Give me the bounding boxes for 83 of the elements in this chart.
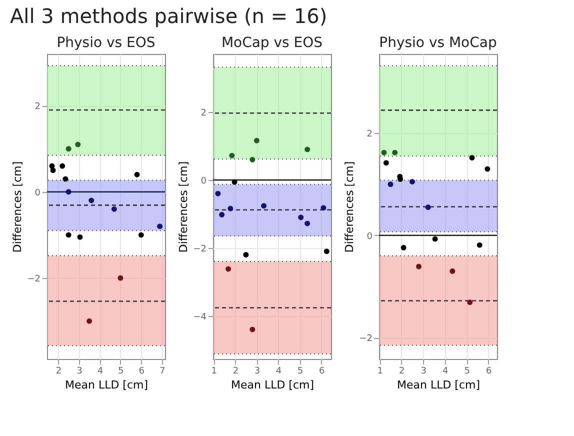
x-tick-label: 3 [420, 366, 426, 376]
y-tick-label: 0 [366, 232, 373, 242]
x-tick-label: 4 [97, 366, 104, 376]
x-tick-label: 6 [318, 366, 325, 376]
point [219, 212, 225, 218]
point [381, 150, 387, 156]
point [450, 268, 456, 274]
x-tick-label: 7 [160, 366, 166, 376]
point [298, 214, 304, 220]
x-axis-title: Mean LLD [cm] [396, 378, 480, 392]
x-tick-label: 6 [486, 366, 492, 376]
point [432, 236, 438, 242]
y-axis-title: Differences [cm] [177, 161, 190, 253]
y-tick-label: −2 [359, 334, 372, 344]
x-tick-label: 2 [232, 366, 239, 376]
point [250, 326, 256, 332]
x-tick-label: 4 [276, 366, 282, 376]
point [138, 232, 144, 238]
point [134, 172, 140, 178]
point [467, 300, 473, 306]
x-tick-label: 2 [399, 366, 405, 376]
point [66, 189, 72, 195]
point [86, 318, 92, 324]
point [229, 152, 235, 158]
point [232, 179, 238, 185]
point [425, 204, 431, 210]
x-tick-label: 3 [76, 366, 82, 376]
point [304, 220, 310, 226]
point [228, 206, 234, 212]
x-axis-title: Mean LLD [cm] [64, 378, 148, 392]
text: All 3 methods pairwise (n = 16) [10, 4, 328, 28]
point [157, 224, 163, 230]
point [400, 244, 406, 250]
y-tick-label: 2 [200, 108, 206, 119]
x-tick-label: 1 [211, 366, 218, 376]
point [62, 176, 68, 182]
point [50, 168, 56, 174]
point [388, 182, 394, 188]
point [383, 160, 389, 166]
point [111, 206, 117, 212]
point [75, 142, 81, 148]
point [416, 264, 422, 270]
y-tick-label: 0 [34, 188, 41, 198]
y-tick-label: −2 [193, 244, 206, 254]
x-axis-title: Mean LLD [cm] [230, 378, 314, 392]
point [118, 275, 124, 281]
x-tick-label: 5 [118, 366, 124, 376]
point [410, 178, 415, 184]
chart-title: MoCap vs EOS [221, 35, 323, 51]
point [304, 146, 310, 152]
point [60, 163, 66, 169]
point [484, 166, 490, 172]
x-tick-label: 6 [138, 366, 145, 376]
point [320, 205, 326, 211]
point [88, 198, 94, 204]
x-tick-label: 4 [442, 366, 448, 376]
point [469, 154, 475, 160]
x-tick-label: 1 [377, 366, 384, 376]
point [215, 190, 221, 196]
chart-title: Physio vs EOS [56, 35, 156, 51]
x-tick-label: 5 [297, 366, 304, 376]
point [324, 248, 330, 254]
point [250, 156, 256, 162]
chart-title: Physio vs MoCap [379, 35, 497, 51]
y-axis-title: Differences [cm] [11, 161, 24, 253]
y-tick-label: 0 [200, 176, 207, 187]
x-tick-label: 5 [464, 366, 470, 376]
y-tick-label: 2 [366, 130, 372, 140]
x-tick-label: 2 [56, 366, 62, 376]
point [226, 266, 232, 272]
point [243, 252, 249, 258]
point [261, 203, 267, 209]
y-tick-label: −2 [27, 274, 40, 285]
y-tick-label: −4 [193, 312, 207, 322]
y-axis-title: Differences [cm] [343, 161, 356, 253]
point [77, 234, 83, 240]
point [392, 150, 398, 156]
y-tick-label: 2 [34, 102, 40, 112]
point [476, 242, 482, 248]
point [254, 138, 260, 144]
point [66, 232, 72, 238]
x-tick-label: 3 [254, 366, 260, 376]
point [66, 146, 72, 152]
